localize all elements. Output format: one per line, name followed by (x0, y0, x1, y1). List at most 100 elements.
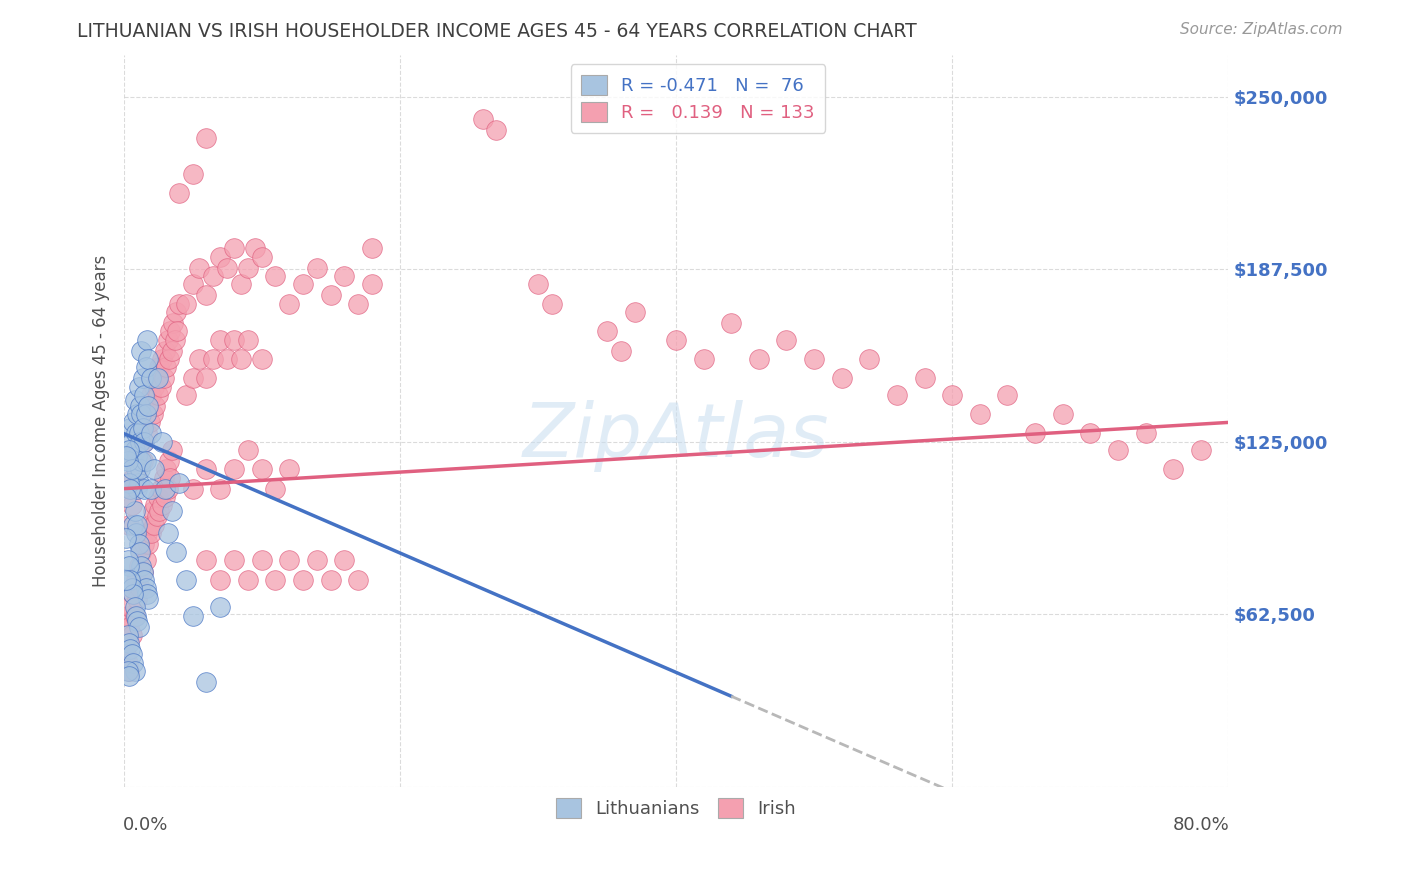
Point (117, 553, 139, 567)
Point (527, 277, 550, 292)
Point (125, 462, 148, 476)
Point (128, 426, 150, 441)
Point (1107, 443, 1129, 458)
Point (202, 268, 225, 283)
Point (122, 454, 145, 468)
Point (125, 426, 148, 441)
Point (134, 388, 156, 402)
Point (131, 545, 153, 559)
Point (596, 324, 619, 338)
Point (236, 443, 259, 458)
Point (361, 242, 384, 256)
Point (155, 462, 177, 476)
Point (128, 537, 150, 551)
Point (118, 559, 141, 574)
Point (127, 462, 149, 476)
Point (162, 316, 184, 330)
Point (149, 482, 172, 496)
Point (160, 504, 183, 518)
Point (124, 454, 146, 468)
Text: 80.0%: 80.0% (1173, 816, 1229, 834)
Point (319, 573, 342, 587)
Point (135, 360, 157, 375)
Point (941, 388, 963, 402)
Point (222, 242, 245, 256)
Point (141, 525, 163, 540)
Point (115, 490, 138, 504)
Point (157, 351, 180, 366)
Point (156, 482, 179, 496)
Point (222, 553, 245, 567)
Point (132, 421, 155, 435)
Point (132, 454, 155, 468)
Point (264, 482, 287, 496)
Point (135, 581, 157, 595)
Point (131, 407, 153, 421)
Point (127, 407, 149, 421)
Point (623, 305, 645, 319)
Point (136, 586, 159, 600)
Point (129, 545, 152, 559)
Point (132, 371, 155, 385)
Point (152, 371, 174, 385)
Point (222, 333, 245, 347)
Point (118, 620, 141, 634)
Point (209, 250, 232, 264)
Point (129, 399, 152, 413)
Point (118, 669, 141, 683)
Point (160, 443, 183, 458)
Point (305, 553, 328, 567)
Point (134, 434, 156, 449)
Point (236, 260, 259, 275)
Point (120, 482, 142, 496)
Point (146, 388, 169, 402)
Point (159, 470, 181, 484)
Point (134, 434, 156, 449)
Point (129, 434, 152, 449)
Point (485, 122, 508, 136)
Point (131, 416, 153, 430)
Point (115, 573, 138, 587)
Point (122, 416, 145, 430)
Point (118, 517, 141, 532)
Point (136, 525, 159, 540)
Point (135, 454, 157, 468)
Point (333, 268, 356, 283)
Point (131, 454, 153, 468)
Point (145, 509, 167, 524)
Point (127, 482, 149, 496)
Point (167, 476, 190, 491)
Point (128, 476, 150, 491)
Point (202, 351, 225, 366)
Point (134, 482, 156, 496)
Point (121, 628, 143, 642)
Point (250, 553, 273, 567)
Point (122, 470, 145, 484)
Point (138, 399, 160, 413)
Point (292, 277, 315, 292)
Point (149, 379, 172, 393)
Point (1024, 426, 1046, 441)
Point (858, 351, 880, 366)
Point (121, 648, 143, 662)
Text: LITHUANIAN VS IRISH HOUSEHOLDER INCOME AGES 45 - 64 YEARS CORRELATION CHART: LITHUANIAN VS IRISH HOUSEHOLDER INCOME A… (77, 22, 917, 41)
Point (153, 343, 176, 358)
Point (174, 573, 197, 587)
Point (748, 351, 770, 366)
Point (1135, 426, 1157, 441)
Point (229, 351, 252, 366)
Point (803, 351, 825, 366)
Point (209, 600, 232, 615)
Point (124, 664, 146, 678)
Point (148, 360, 170, 375)
Point (120, 641, 142, 656)
Point (195, 131, 218, 145)
Point (128, 559, 150, 574)
Point (115, 532, 138, 546)
Point (141, 388, 163, 402)
Point (141, 426, 163, 441)
Point (129, 434, 152, 449)
Point (1052, 407, 1074, 421)
Point (141, 407, 163, 421)
Point (134, 573, 156, 587)
